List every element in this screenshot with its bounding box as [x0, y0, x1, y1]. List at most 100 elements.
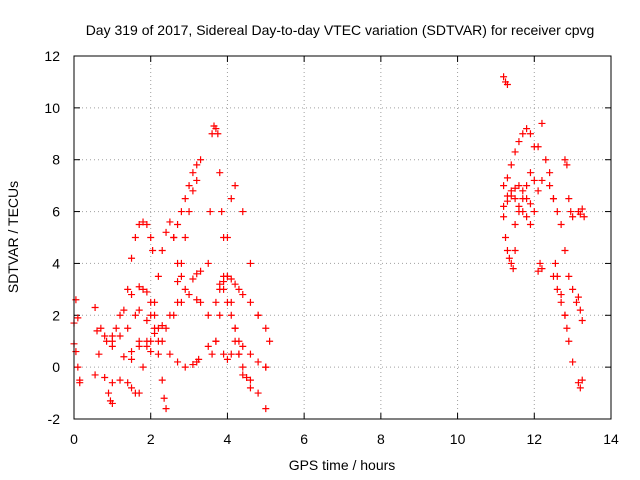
- y-tick-label: 10: [44, 100, 60, 116]
- y-tick-label: 2: [52, 307, 60, 323]
- data-point: [523, 213, 531, 221]
- x-tick-label: 12: [526, 431, 542, 447]
- data-point: [143, 288, 151, 296]
- data-point: [507, 192, 515, 200]
- data-point: [108, 342, 116, 350]
- data-point: [246, 259, 254, 267]
- data-point: [538, 265, 546, 273]
- data-point: [177, 208, 185, 216]
- data-point: [254, 358, 262, 366]
- data-point: [534, 187, 542, 195]
- data-point: [181, 363, 189, 371]
- data-point: [553, 285, 561, 293]
- data-point: [214, 130, 222, 138]
- data-point: [189, 275, 197, 283]
- data-point: [124, 379, 132, 387]
- data-point: [139, 285, 147, 293]
- series-trace-32: [574, 205, 588, 221]
- data-point: [177, 272, 185, 280]
- data-point: [166, 218, 174, 226]
- data-point: [120, 306, 128, 314]
- data-point: [147, 234, 155, 241]
- data-point: [151, 298, 159, 306]
- series-trace-21: [500, 119, 546, 190]
- series-trace-19: [500, 73, 511, 89]
- data-point: [181, 285, 189, 293]
- data-point: [557, 291, 565, 299]
- x-tick-label: 0: [70, 431, 78, 447]
- data-point: [162, 405, 170, 413]
- y-tick-label: -2: [48, 411, 61, 427]
- data-point: [193, 270, 201, 278]
- data-point: [95, 350, 103, 358]
- data-point: [509, 265, 517, 273]
- data-point: [565, 337, 573, 345]
- data-point: [208, 350, 216, 358]
- chart-title: Day 319 of 2017, Sidereal Day-to-day VTE…: [86, 22, 595, 38]
- data-point: [227, 195, 235, 203]
- series-trace-28: [549, 272, 571, 332]
- data-point: [116, 332, 124, 340]
- data-point: [218, 208, 226, 216]
- data-point: [216, 280, 224, 288]
- data-point: [93, 327, 101, 335]
- series-trace-7: [108, 218, 157, 350]
- data-point: [231, 182, 239, 190]
- data-point: [108, 379, 116, 387]
- data-point: [154, 272, 162, 280]
- data-point: [154, 350, 162, 358]
- data-point: [212, 337, 220, 345]
- data-point: [565, 272, 573, 280]
- axis-ticks: [73, 55, 612, 420]
- data-point: [124, 285, 132, 293]
- series-trace-9: [120, 267, 205, 361]
- data-point: [197, 156, 205, 164]
- data-point: [239, 342, 247, 350]
- data-point: [204, 259, 212, 267]
- data-point: [526, 130, 534, 138]
- data-point: [227, 311, 235, 319]
- x-tick-label: 8: [377, 431, 385, 447]
- data-point: [530, 208, 538, 216]
- data-point: [569, 213, 577, 221]
- data-point: [507, 259, 515, 267]
- data-point: [112, 324, 120, 332]
- data-point: [204, 342, 212, 350]
- data-point: [189, 169, 197, 177]
- y-axis-label: SDTVAR / TECUs: [5, 181, 21, 293]
- data-point: [515, 138, 523, 146]
- data-point: [143, 316, 151, 324]
- x-tick-label: 14: [603, 431, 619, 447]
- data-point: [101, 332, 109, 340]
- data-point: [223, 355, 231, 363]
- data-point: [174, 278, 182, 286]
- data-point: [72, 296, 80, 304]
- data-point: [563, 161, 571, 169]
- data-point: [154, 337, 162, 345]
- data-point: [553, 208, 561, 216]
- data-point: [231, 324, 239, 332]
- series-trace-22: [500, 187, 534, 229]
- data-point: [91, 371, 99, 379]
- data-point: [216, 311, 224, 319]
- data-point: [538, 176, 546, 184]
- x-tick-label: 6: [300, 431, 308, 447]
- data-point: [105, 389, 113, 397]
- data-point: [503, 197, 511, 205]
- data-point: [526, 200, 534, 208]
- data-point: [549, 272, 557, 280]
- data-point: [149, 246, 157, 254]
- data-point: [546, 169, 554, 177]
- data-point: [158, 322, 166, 330]
- data-point: [503, 174, 511, 182]
- x-tick-label: 10: [450, 431, 466, 447]
- data-point: [572, 298, 580, 306]
- series-trace-1: [70, 296, 84, 384]
- data-point: [223, 234, 231, 241]
- series-trace-14: [204, 122, 270, 413]
- data-point: [574, 293, 582, 301]
- series-trace-26: [542, 156, 577, 293]
- data-point: [128, 254, 136, 262]
- data-point: [262, 363, 270, 371]
- data-point: [181, 195, 189, 203]
